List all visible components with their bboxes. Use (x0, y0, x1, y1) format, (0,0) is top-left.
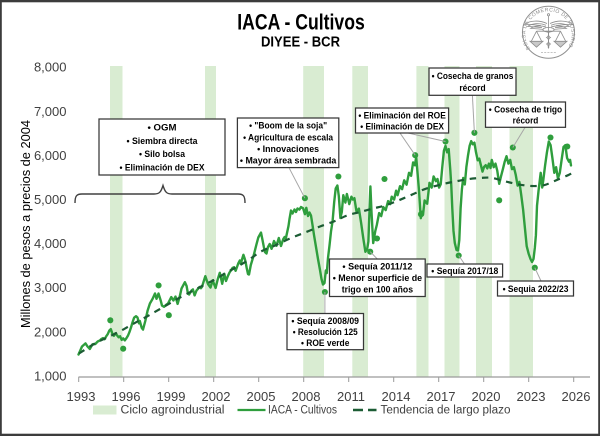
svg-text:2020: 2020 (472, 389, 501, 404)
svg-text:2026: 2026 (562, 389, 591, 404)
svg-text:• Eliminación de DEX: • Eliminación de DEX (360, 121, 444, 132)
svg-text:• ROE verde: • ROE verde (301, 338, 349, 349)
svg-text:2005: 2005 (247, 389, 276, 404)
svg-text:récord: récord (459, 83, 485, 94)
svg-text:7,000: 7,000 (34, 104, 67, 119)
svg-text:IACA - Cultivos: IACA - Cultivos (268, 405, 337, 417)
svg-text:• Sequia 2022/23: • Sequia 2022/23 (503, 284, 569, 295)
svg-text:• Innovaciones: • Innovaciones (257, 144, 319, 155)
svg-text:• Eliminación del ROE: • Eliminación del ROE (358, 110, 445, 121)
svg-text:2011: 2011 (337, 389, 365, 404)
svg-text:• OGM: • OGM (148, 123, 177, 134)
svg-text:récord: récord (513, 116, 539, 127)
svg-text:Ciclo agroindustrial: Ciclo agroindustrial (121, 405, 225, 417)
svg-text:2008: 2008 (292, 389, 321, 404)
svg-text:• Eliminación de DEX: • Eliminación de DEX (120, 162, 206, 173)
svg-text:2002: 2002 (202, 389, 231, 404)
svg-text:• Mayor área sembrada: • Mayor área sembrada (240, 156, 337, 167)
svg-text:1996: 1996 (112, 389, 141, 404)
svg-text:• Menor superficie de: • Menor superficie de (333, 273, 422, 284)
svg-text:• Siembra directa: • Siembra directa (127, 136, 199, 147)
svg-text:3,000: 3,000 (34, 280, 67, 295)
svg-text:Tendencia de largo plazo: Tendencia de largo plazo (381, 405, 511, 417)
svg-text:• Cosecha de trigo: • Cosecha de trigo (489, 105, 563, 116)
svg-text:• Sequía 2008/09: • Sequía 2008/09 (291, 316, 359, 327)
svg-text:5,000: 5,000 (34, 192, 67, 207)
svg-text:2023: 2023 (517, 389, 546, 404)
svg-text:• Silo bolsa: • Silo bolsa (139, 149, 186, 160)
svg-text:• Resolución 125: • Resolución 125 (293, 327, 359, 338)
svg-text:• Agricultura de escala: • Agricultura de escala (243, 132, 334, 143)
svg-text:2017: 2017 (427, 389, 456, 404)
svg-text:1993: 1993 (67, 389, 96, 404)
svg-text:Millones de pesos a precios de: Millones de pesos a precios de 2004 (19, 120, 33, 328)
svg-text:1999: 1999 (157, 389, 186, 404)
svg-text:• Cosecha de granos: • Cosecha de granos (432, 71, 514, 82)
svg-text:• Sequía 2017/18: • Sequía 2017/18 (431, 266, 498, 277)
svg-text:1,000: 1,000 (34, 369, 67, 384)
svg-text:DIYEE - BCR: DIYEE - BCR (261, 34, 340, 51)
svg-text:• "Boom de la soja": • "Boom de la soja" (249, 121, 327, 132)
svg-text:2,000: 2,000 (34, 324, 67, 339)
svg-text:4,000: 4,000 (34, 236, 67, 251)
svg-text:6,000: 6,000 (34, 148, 67, 163)
svg-text:IACA - Cultivos: IACA - Cultivos (237, 10, 365, 35)
svg-text:• Sequía 2011/12: • Sequía 2011/12 (342, 262, 412, 273)
svg-text:trigo en 100 años: trigo en 100 años (342, 285, 413, 296)
svg-text:8,000: 8,000 (34, 60, 67, 75)
svg-text:2014: 2014 (382, 389, 411, 404)
